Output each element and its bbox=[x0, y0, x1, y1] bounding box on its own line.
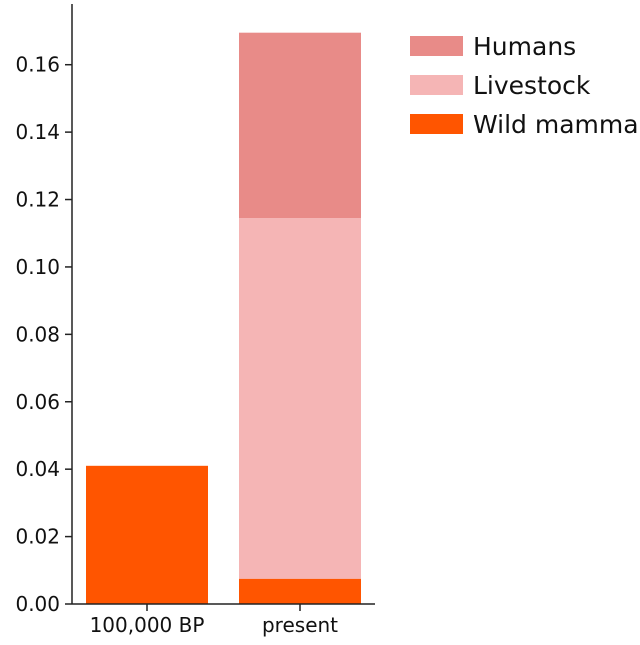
y-ticks: 0.00 0.02 0.04 0.06 0.08 0.10 0.12 0.14 0.16 bbox=[15, 53, 72, 616]
legend-label-humans: Humans bbox=[473, 32, 576, 61]
x-tick-label: present bbox=[262, 613, 338, 637]
legend: Humans Livestock Wild mamma bbox=[410, 32, 639, 139]
axes-layer bbox=[71, 4, 375, 605]
legend-label-livestock: Livestock bbox=[473, 71, 591, 100]
y-tick-label: 0.06 bbox=[15, 390, 60, 414]
x-tick-label: 100,000 BP bbox=[90, 613, 205, 637]
x-ticks: 100,000 BP present bbox=[90, 604, 338, 637]
bar-present-wild-mammals bbox=[239, 578, 361, 604]
y-tick-label: 0.00 bbox=[15, 592, 60, 616]
bar-100-000-bp-wild-mammals bbox=[86, 465, 208, 604]
bars-layer bbox=[86, 32, 361, 604]
y-tick-label: 0.04 bbox=[15, 457, 60, 481]
legend-swatch-wild-mammals bbox=[410, 114, 463, 134]
legend-swatch-humans bbox=[410, 36, 463, 56]
y-tick-label: 0.10 bbox=[15, 255, 60, 279]
bar-present-humans bbox=[239, 32, 361, 219]
y-tick-label: 0.14 bbox=[15, 120, 60, 144]
y-tick-label: 0.12 bbox=[15, 188, 60, 212]
y-tick-label: 0.08 bbox=[15, 322, 60, 346]
y-tick-label: 0.02 bbox=[15, 525, 60, 549]
y-tick-label: 0.16 bbox=[15, 53, 60, 77]
legend-label-wild-mammals: Wild mamma bbox=[473, 110, 639, 139]
bar-present-livestock bbox=[239, 218, 361, 579]
legend-swatch-livestock bbox=[410, 75, 463, 95]
